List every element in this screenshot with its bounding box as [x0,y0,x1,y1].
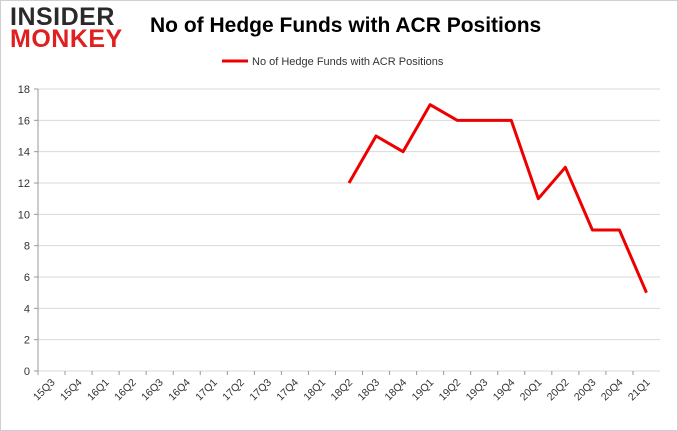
x-tick-label: 16Q4 [166,377,193,404]
y-tick-label: 18 [18,84,30,96]
chart-title: No of Hedge Funds with ACR Positions [150,14,542,37]
legend-label: No of Hedge Funds with ACR Positions [252,56,444,68]
x-tick-label: 20Q2 [545,377,572,404]
logo-line-1: INSIDER [10,3,115,31]
x-tick-label: 20Q4 [599,377,626,404]
series-line-0 [347,103,648,294]
x-tick-label: 19Q4 [491,377,518,404]
y-tick-label: 8 [24,241,30,253]
x-tick-label: 19Q3 [464,377,491,404]
x-tick-label: 19Q1 [410,377,437,404]
series-lines [347,103,648,294]
insider-monkey-logo: INSIDER MONKEY [10,3,123,53]
legend: No of Hedge Funds with ACR Positions [222,56,444,68]
x-tick-label: 18Q2 [328,377,355,404]
x-tick-label: 15Q3 [31,377,58,404]
x-tick-label: 21Q1 [626,377,653,404]
x-tick-label: 20Q3 [572,377,599,404]
y-axis-ticks: 0 2 4 6 8 10 12 14 16 18 [18,84,38,378]
x-tick-label: 16Q2 [112,377,139,404]
x-tick-label: 17Q4 [274,377,301,404]
x-tick-label: 18Q3 [356,377,383,404]
x-tick-label: 18Q4 [383,377,410,404]
x-tick-label: 16Q1 [85,377,112,404]
y-tick-label: 14 [18,147,30,159]
logo-line-2: MONKEY [10,25,123,53]
y-tick-label: 4 [24,303,30,315]
x-tick-label: 17Q1 [193,377,220,404]
x-axis-ticks: 15Q3 15Q4 16Q1 16Q2 16Q3 16Q4 17Q1 17Q2 17Q3 17Q4… [31,371,653,403]
y-tick-label: 10 [18,209,30,221]
x-tick-label: 20Q1 [518,377,545,404]
x-tick-label: 19Q2 [437,377,464,404]
grid-lines [37,88,660,372]
x-tick-label: 18Q1 [301,377,328,404]
x-tick-label: 15Q4 [58,377,85,404]
x-tick-label: 17Q3 [247,377,274,404]
y-tick-label: 0 [24,366,30,378]
y-tick-label: 2 [24,335,30,347]
y-tick-label: 12 [18,178,30,190]
y-tick-label: 6 [24,272,30,284]
x-tick-label: 16Q3 [139,377,166,404]
y-tick-label: 16 [18,115,30,127]
x-tick-label: 17Q2 [220,377,247,404]
